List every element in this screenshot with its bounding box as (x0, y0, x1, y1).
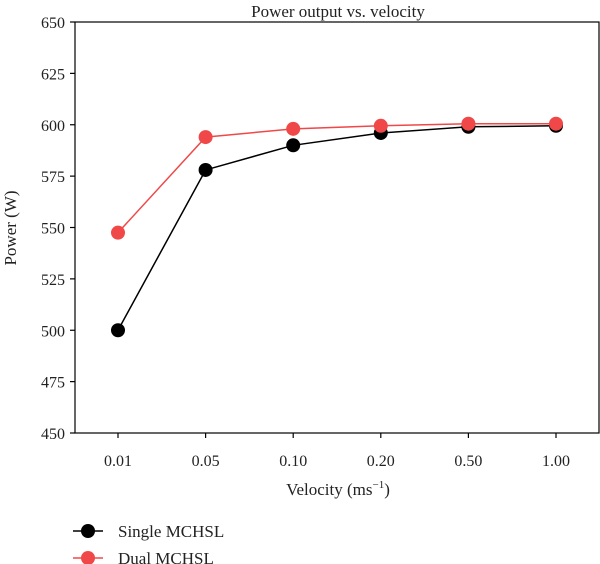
x-axis-title-superscript: −1 (373, 479, 385, 491)
y-tick-label: 625 (41, 66, 65, 83)
x-axis-title-main: Velocity (ms (286, 480, 372, 499)
data-point (549, 116, 563, 131)
y-tick-label: 525 (41, 272, 65, 289)
data-point (286, 121, 301, 136)
legend-item: Single MCHSL (73, 522, 224, 541)
y-tick-label: 575 (41, 169, 65, 186)
y-tick-label: 550 (41, 221, 65, 238)
x-tick-label: 0.50 (454, 453, 482, 470)
y-tick-label: 450 (41, 426, 65, 443)
data-point (461, 116, 476, 131)
series-line (117, 122, 556, 234)
y-tick-label: 600 (41, 118, 65, 135)
data-point (111, 225, 125, 240)
data-point (111, 323, 125, 338)
x-tick-label: 0.20 (367, 453, 395, 470)
y-tick-label: 475 (41, 375, 65, 392)
data-point (198, 162, 213, 177)
x-axis: 0.01 0.05 0.10 0.20 0.50 1.00 (104, 433, 570, 470)
y-axis: 450 475 500 525 550 575 600 625 650 (41, 15, 75, 443)
y-axis-title: Power (W) (1, 190, 20, 265)
legend: Single MCHSL Dual MCHSL (73, 522, 224, 564)
y-tick-label: 500 (41, 323, 65, 340)
chart-title: Power output vs. velocity (251, 2, 425, 21)
y-tick-label: 650 (41, 15, 65, 32)
data-point (373, 118, 388, 133)
series-line (117, 125, 557, 331)
legend-marker (81, 524, 95, 538)
series-1 (111, 116, 563, 240)
data-point (198, 130, 213, 145)
legend-marker (81, 551, 95, 564)
data-point (286, 138, 301, 153)
x-axis-title: Velocity (ms−1) (286, 479, 390, 499)
legend-item: Dual MCHSL (73, 549, 214, 564)
series-0 (111, 118, 563, 338)
x-tick-label: 0.10 (279, 453, 307, 470)
legend-label: Dual MCHSL (118, 549, 214, 564)
x-tick-label: 0.01 (104, 453, 132, 470)
x-tick-label: 1.00 (542, 453, 570, 470)
x-tick-label: 0.05 (192, 453, 220, 470)
x-axis-title-end: ) (384, 480, 390, 499)
series-layer (111, 116, 563, 338)
legend-label: Single MCHSL (118, 522, 224, 541)
plot-area-frame (74, 21, 600, 434)
